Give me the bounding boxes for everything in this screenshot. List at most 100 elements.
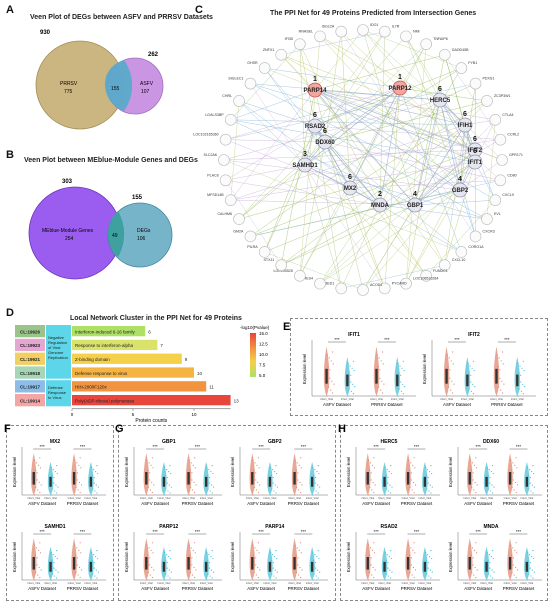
ppi-edge: [225, 180, 381, 206]
cluster-id-label: CL:19918: [20, 371, 41, 376]
ppi-edge: [314, 67, 462, 127]
ppi-node-gadd45b: GADD45B: [438, 48, 469, 61]
ppi-hub-ifih1: IFIH1 6: [457, 111, 473, 133]
cluster-row-cl-19917: CL:19917 HIN-200/IF120x 11: [15, 380, 214, 393]
ppi-edge: [230, 161, 476, 201]
panel-e-box: [290, 318, 548, 416]
panel-a-label: A: [6, 4, 14, 16]
ppi-edge: [341, 31, 476, 237]
ppi-edge: [379, 204, 427, 276]
legend-tick-label: 15.0: [259, 331, 268, 336]
ppi-hub-rank: 1: [313, 76, 317, 83]
ppi-edge: [223, 159, 461, 191]
ppi-node-cxcr3: CXCR3: [469, 229, 495, 243]
ppi-node-stx11: STX11: [264, 258, 288, 271]
cluster-row-cl-19914: CL:19914 Poly(ADP-ribose) polymerase 13: [15, 394, 240, 407]
ppi-node-znfx1: ZNFX1: [263, 48, 288, 61]
ppi-edge: [414, 119, 496, 206]
ppi-hub-rank: 3: [303, 151, 307, 158]
legend-tick-label: 10.0: [259, 352, 268, 357]
cluster-id-box: [15, 325, 45, 338]
ppi-edge: [230, 89, 316, 121]
ppi-node-ccrl2: CCRL2: [494, 133, 519, 146]
ppi-node-acod1: ACOD1: [357, 283, 382, 296]
ppi-hub-circle: [392, 80, 408, 96]
ppi-edges: [223, 29, 503, 291]
ppi-edge: [324, 141, 351, 189]
cluster-bar: [72, 339, 158, 351]
ppi-edge: [225, 180, 282, 266]
ppi-edge: [314, 125, 488, 220]
legend-tick-label: 12.5: [259, 342, 268, 347]
ppi-node-label: FUNDC1: [433, 269, 448, 273]
ppi-node-loc106510284: LOC106510284: [400, 277, 438, 290]
ppi-node-rnasel: RNASEL: [299, 29, 326, 43]
ppi-edge: [379, 204, 487, 220]
venn-b-overlap: [107, 211, 125, 257]
ppi-node-label: PLAC8: [207, 173, 218, 177]
ppi-edge: [250, 83, 461, 191]
cluster-id-box: [15, 380, 45, 393]
ppi-edge: [299, 36, 321, 276]
venn-b: 303 155 MEblue-Module Genes 254 49 DEGs …: [28, 179, 173, 280]
ppi-node-circle: [233, 95, 245, 107]
ppi-edge: [319, 189, 461, 284]
ppi-hub-rank: 6: [313, 112, 317, 119]
venn-a-top-right: 262: [148, 52, 159, 58]
ppi-hub-rank: 1: [398, 74, 402, 81]
ppi-hub-circle: [452, 182, 468, 198]
ppi-node-label: ZBED1: [323, 281, 335, 285]
ppi-node-circle: [219, 174, 232, 187]
ppi-node-label: LOC102165360: [193, 133, 218, 137]
panel-c-label: C: [195, 4, 203, 16]
ppi-edge: [319, 100, 488, 284]
ppi-node-tnfaip6: TNFAIP6: [420, 37, 448, 50]
ppi-edge: [314, 29, 364, 91]
ppi-edge: [281, 31, 385, 56]
ppi-edge: [250, 99, 441, 237]
ppi-edge: [405, 44, 427, 284]
cluster-bar: [72, 367, 194, 378]
ppi-node-ifi35: IFI35: [285, 37, 306, 50]
ppi-node-cxcl9: CXCL9: [489, 193, 514, 206]
ppi-node-circle: [420, 270, 432, 282]
ppi-edge: [314, 89, 476, 163]
ppi-edge: [414, 54, 446, 206]
ppi-edge: [379, 67, 462, 206]
ppi-node-cxcl10: CXCL10: [438, 258, 465, 271]
ppi-edge: [399, 87, 501, 181]
group-box-negative-regulation: [46, 325, 71, 379]
ppi-edge: [281, 54, 316, 91]
ppi-node-circle: [335, 282, 348, 295]
ppi-edge: [459, 124, 466, 191]
ppi-node-circle: [378, 25, 391, 38]
ppi-edge: [324, 141, 381, 206]
ppi-node-hes4: HES4: [304, 277, 326, 290]
ppi-edge: [264, 67, 401, 89]
ppi-edge: [314, 125, 427, 276]
ppi-hub-ifit1: IFIT1 6: [467, 148, 483, 170]
cluster-count-label: 13: [234, 398, 240, 403]
ppi-edge: [225, 164, 306, 181]
ppi-node-label: ISG12A: [322, 25, 335, 29]
ppi-hub-label: GBP2: [452, 188, 469, 194]
ppi-hub-circle: [407, 197, 423, 213]
ppi-edge: [299, 141, 326, 276]
ppi-node-circle: [420, 38, 432, 50]
ppi-node-loc100525: LOC100525: [273, 269, 306, 282]
ppi-hub-circle: [307, 82, 323, 98]
ppi-node-ido1: IDO1: [357, 23, 378, 36]
ppi-node-label: HES4: [304, 277, 313, 281]
ppi-node-circle: [400, 30, 412, 43]
cluster-id-label: CL:19917: [20, 385, 41, 390]
ppi-node-circle: [494, 133, 507, 146]
cluster-x-label: Protein counts: [135, 418, 167, 424]
ppi-node-ctla4: CTLA4: [489, 113, 513, 126]
ppi-edge: [314, 89, 461, 191]
ppi-node-il7r: IL7R: [378, 25, 400, 38]
ppi-edge: [225, 83, 476, 140]
ppi-edge: [314, 89, 496, 201]
legend-tick-label: 7.5: [259, 363, 266, 368]
ppi-node-circle: [258, 62, 271, 74]
ppi-node-label: PDXS1: [483, 77, 495, 81]
